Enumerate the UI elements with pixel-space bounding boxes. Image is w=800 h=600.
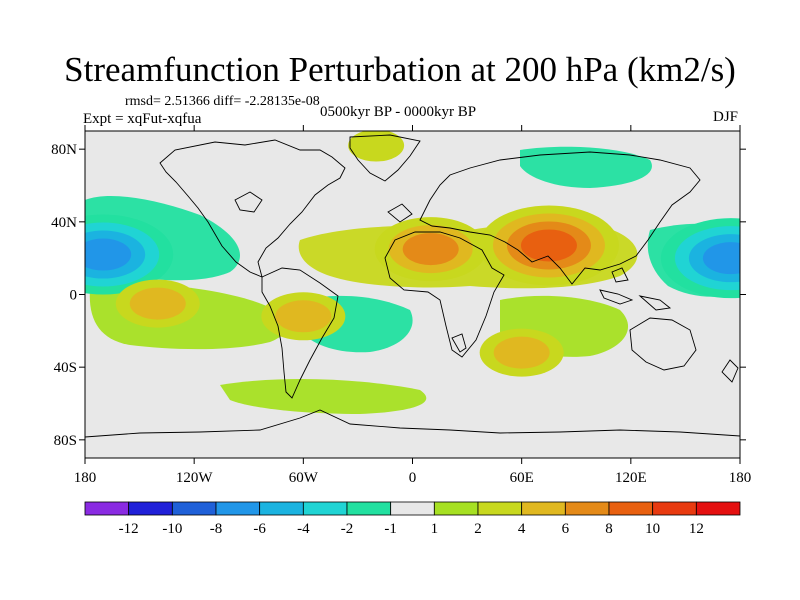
lat-label: 40S — [54, 360, 77, 376]
colorbar-swatch — [521, 501, 566, 516]
colorbar-swatch — [652, 501, 697, 516]
season-label: DJF — [713, 109, 739, 125]
colorbar-label: -6 — [253, 521, 266, 537]
lon-label: 180 — [74, 470, 97, 486]
field-feature-contour — [402, 233, 459, 266]
colorbar-label: 10 — [645, 521, 660, 537]
colorbar-label: 6 — [562, 521, 570, 537]
lon-label: 120W — [176, 470, 214, 486]
lon-label: 60E — [510, 470, 534, 486]
colorbar-label: 8 — [605, 521, 613, 537]
latitude-labels: 80N 40N 0 40S 80S — [51, 142, 77, 449]
field-feature-contour — [129, 287, 186, 320]
coastlines — [85, 134, 740, 438]
rmsd-stats: rmsd= 2.51366 diff= -2.28135e-08 — [125, 94, 320, 109]
axis-ticks — [79, 125, 746, 464]
field-feature-contour — [520, 229, 577, 262]
colorbar-swatch — [608, 501, 654, 516]
longitude-labels: 180 120W 60W 0 60E 120E 180 — [74, 470, 752, 486]
lon-label: 60W — [289, 470, 319, 486]
colorbar-label: 4 — [518, 521, 526, 537]
colorbar-swatch — [390, 501, 435, 516]
colorbar-label: -1 — [384, 521, 397, 537]
colorbar-swatch — [215, 501, 261, 516]
period-label: 0500kyr BP - 0000kyr BP — [320, 104, 477, 120]
lat-label: 40N — [51, 215, 77, 231]
colorbar-label: -4 — [297, 521, 310, 537]
plot-title: Streamfunction Perturbation at 200 hPa (… — [64, 50, 736, 89]
streamfunction-field — [85, 131, 740, 458]
colorbar-labels: -12 -10 -8 -6 -4 -2 -1 1 2 4 6 8 10 12 — [119, 521, 704, 537]
colorbar-swatch — [128, 501, 173, 516]
field-feature-contour — [348, 131, 405, 162]
colorbar-label: 2 — [474, 521, 482, 537]
field-feature-contour — [493, 336, 550, 369]
lat-label: 80S — [54, 433, 77, 449]
field-band — [85, 365, 202, 400]
field-feature-contour — [275, 300, 332, 333]
colorbar-label: -2 — [341, 521, 354, 537]
colorbar-label: 1 — [431, 521, 439, 537]
colorbar-label: 12 — [689, 521, 704, 537]
colorbar-swatch — [84, 501, 130, 516]
colorbar-swatch — [259, 501, 304, 516]
colorbar-swatch — [433, 501, 479, 516]
colorbar-swatch — [346, 501, 392, 516]
colorbar-label: -12 — [119, 521, 139, 537]
colorbar-swatch — [695, 501, 741, 516]
experiment-label: Expt = xqFut-xqfua — [83, 111, 202, 127]
lon-label: 0 — [409, 470, 417, 486]
field-band — [520, 146, 652, 188]
lon-label: 180 — [729, 470, 752, 486]
field-feature-contour — [702, 242, 740, 275]
field-band — [85, 146, 240, 197]
colorbar-swatch — [477, 501, 523, 516]
colorbar-swatch — [302, 501, 348, 516]
colorbar-label: -10 — [162, 521, 182, 537]
colorbar-label: -8 — [210, 521, 223, 537]
lon-label: 120E — [615, 470, 647, 486]
colorbar-swatch — [171, 501, 217, 516]
field-feature-contour — [85, 238, 132, 271]
field-band — [220, 378, 427, 414]
colorbar — [84, 501, 741, 516]
lat-label: 80N — [51, 142, 77, 158]
lat-label: 0 — [70, 288, 78, 304]
colorbar-swatch — [564, 501, 610, 516]
